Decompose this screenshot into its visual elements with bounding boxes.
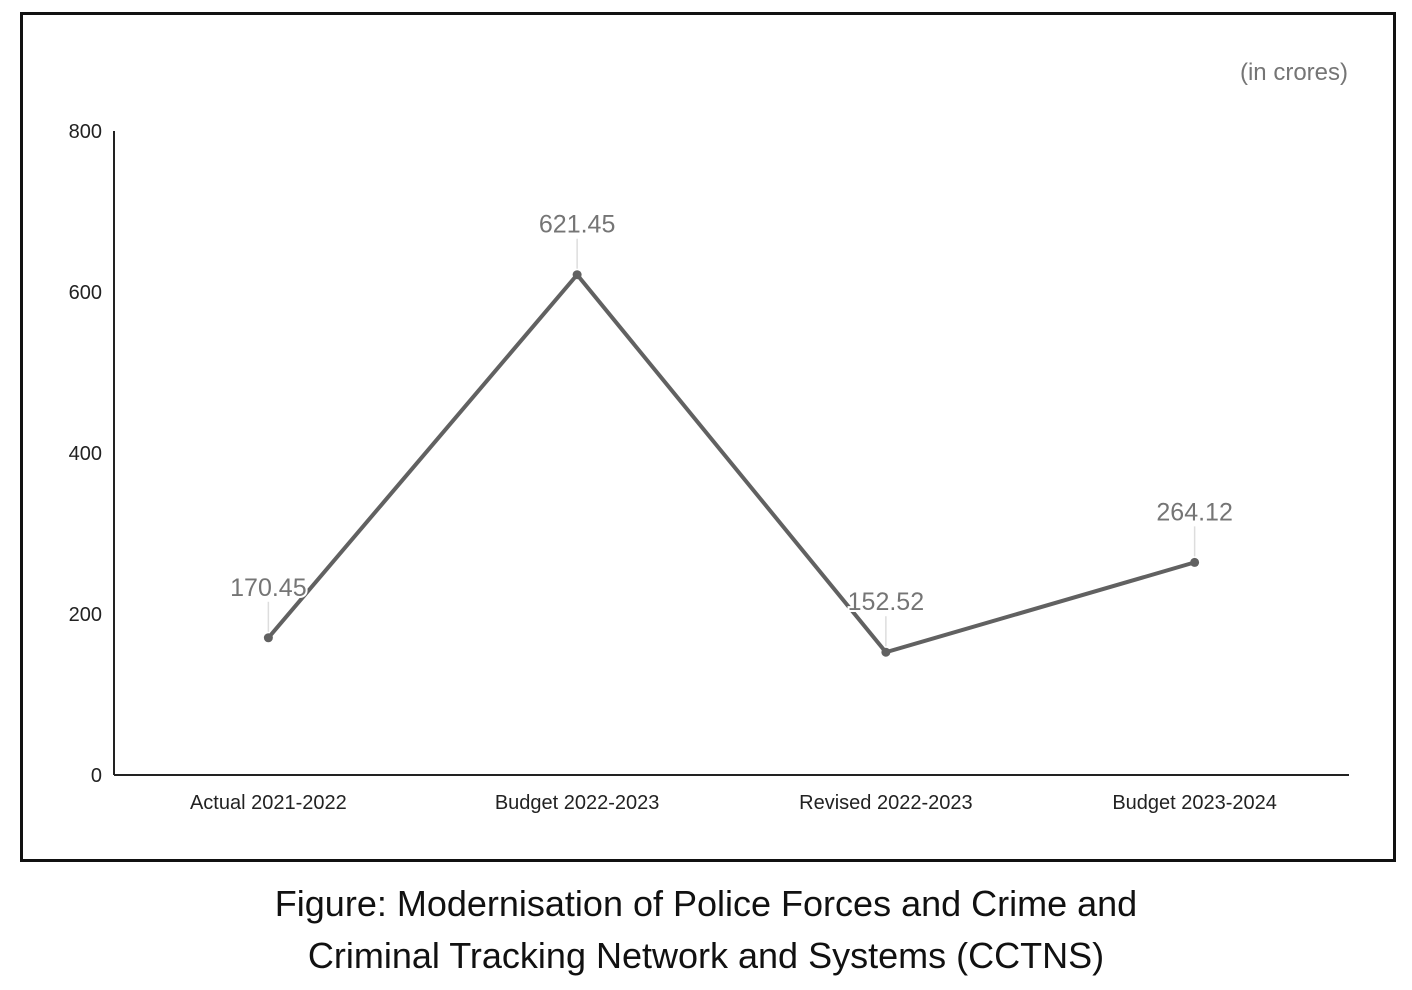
x-tick-label: Budget 2022-2023 [495,792,660,814]
x-tick-label: Budget 2023-2024 [1112,792,1277,814]
line-chart: 0 200 400 600 800 Actual 2021-2022 Budget 2022… [69,59,1349,814]
data-point [572,270,582,280]
chart-frame [20,12,1396,862]
data-point [881,647,891,657]
data-label: 621.45 [539,211,615,239]
data-label: 170.45 [230,574,306,602]
figure-caption-line-2: Criminal Tracking Network and Systems (C… [307,935,1105,976]
y-tick-label: 600 [69,282,102,304]
series-line [266,271,1196,655]
x-tick-label: Actual 2021-2022 [190,792,347,814]
y-tick-label: 200 [69,604,102,626]
unit-note: (in crores) [1240,59,1348,86]
data-point [1190,557,1200,567]
y-tick-label: 400 [69,443,102,465]
data-label: 264.12 [1156,498,1232,526]
x-tick-label: Revised 2022-2023 [799,792,972,814]
data-point [263,633,273,643]
y-tick-label: 800 [69,121,102,143]
figure-caption-line-1: Figure: Modernisation of Police Forces a… [274,883,1138,924]
y-tick-label: 0 [91,765,102,787]
data-label: 152.52 [848,588,924,616]
